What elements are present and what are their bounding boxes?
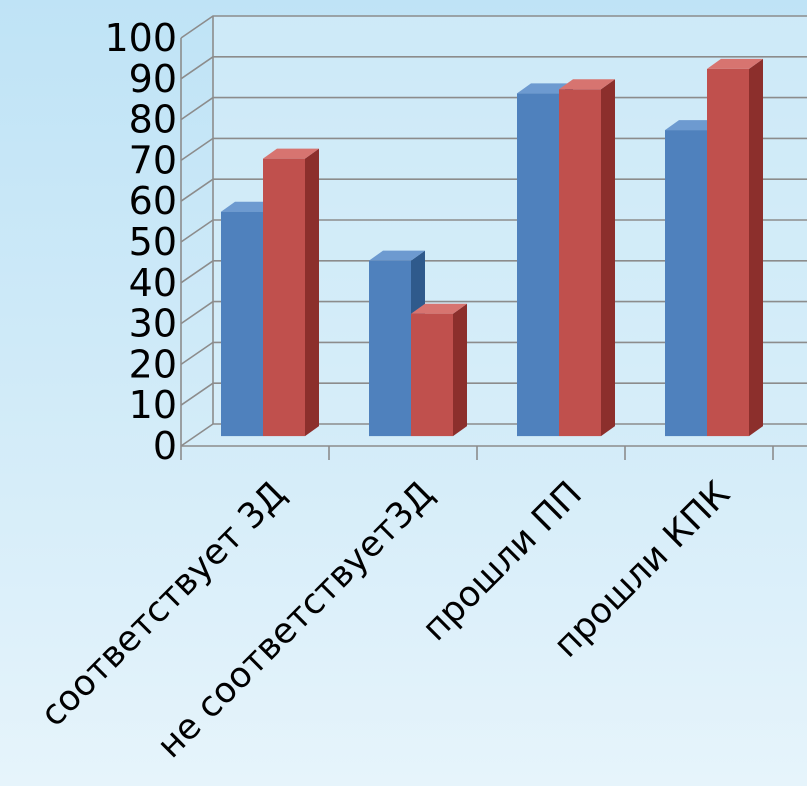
- y-tick-label: 0: [153, 424, 177, 468]
- bar-2-1: [559, 79, 615, 437]
- bar-front: [665, 130, 707, 437]
- x-category-label: не соответствует3Д: [150, 474, 442, 766]
- bar-front: [263, 158, 305, 437]
- bar-top: [559, 79, 615, 90]
- bar-top: [263, 148, 319, 159]
- bar-side: [601, 79, 615, 437]
- bar-top: [707, 58, 763, 69]
- bar-top: [411, 303, 467, 314]
- y-tick-label: 90: [129, 57, 177, 101]
- y-tick-label: 50: [129, 220, 177, 264]
- y-tick-label: 100: [104, 16, 177, 60]
- y-tick-label: 70: [129, 138, 177, 182]
- bar-side: [305, 148, 319, 437]
- bar-side: [453, 303, 467, 437]
- y-tick-label: 40: [129, 261, 177, 305]
- y-tick-label: 60: [129, 179, 177, 223]
- y-tick-label: 10: [129, 383, 177, 427]
- y-tick-label: 30: [129, 302, 177, 346]
- bar-front: [369, 260, 411, 437]
- bar-3-1: [707, 58, 763, 437]
- bar-front: [707, 68, 749, 437]
- chart-axes: [180, 16, 807, 460]
- bar-front: [411, 313, 453, 437]
- bar-0-1: [263, 148, 319, 437]
- bar-front: [221, 211, 263, 437]
- bar-side: [749, 58, 763, 437]
- y-tick-label: 20: [129, 342, 177, 386]
- bar-1-1: [411, 303, 467, 437]
- chart-bars: [221, 58, 763, 437]
- bar-top: [369, 250, 425, 261]
- x-category-label: соответствует 3Д: [33, 474, 294, 735]
- bar-front: [559, 89, 601, 437]
- bar-front: [517, 93, 559, 437]
- y-tick-label: 80: [129, 98, 177, 142]
